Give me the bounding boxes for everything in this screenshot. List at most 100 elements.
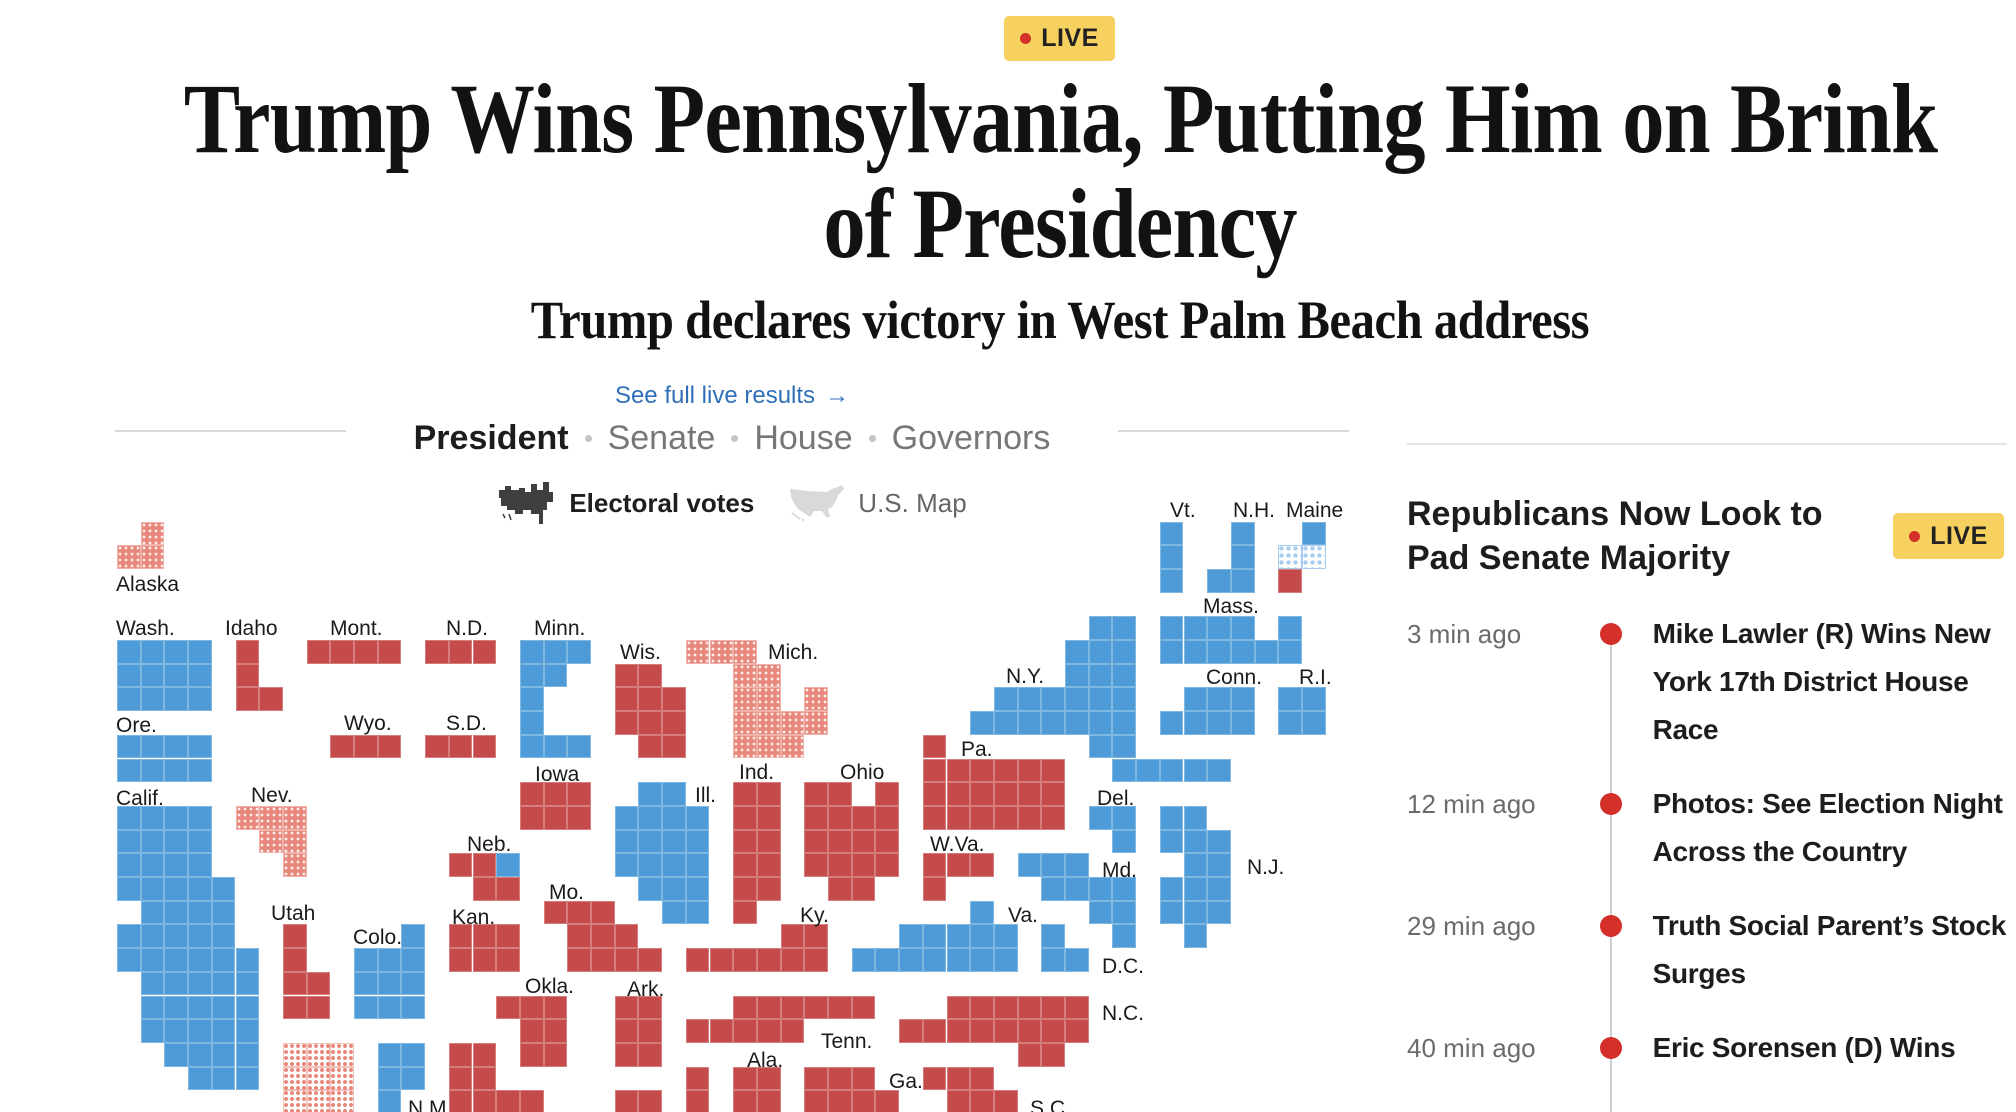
electoral-vote-tile[interactable] <box>282 1090 307 1112</box>
electoral-vote-tile[interactable] <box>946 805 971 830</box>
electoral-vote-tile[interactable] <box>140 853 165 877</box>
electoral-vote-tile[interactable] <box>567 805 591 830</box>
electoral-vote-tile[interactable] <box>685 1066 710 1091</box>
electoral-vote-tile[interactable] <box>970 900 994 925</box>
electoral-vote-tile[interactable] <box>140 521 165 546</box>
electoral-vote-tile[interactable] <box>140 900 165 925</box>
electoral-vote-tile[interactable] <box>875 829 900 854</box>
electoral-vote-tile[interactable] <box>472 1066 497 1091</box>
electoral-vote-tile[interactable] <box>448 853 473 877</box>
electoral-vote-tile[interactable] <box>330 1066 354 1091</box>
electoral-vote-tile[interactable] <box>1112 924 1137 949</box>
electoral-vote-tile[interactable] <box>828 1066 852 1091</box>
electoral-vote-tile[interactable] <box>1041 687 1065 712</box>
electoral-vote-tile[interactable] <box>282 995 307 1020</box>
electoral-vote-tile[interactable] <box>140 829 165 854</box>
electoral-vote-tile[interactable] <box>401 948 426 972</box>
electoral-vote-tile[interactable] <box>472 877 497 901</box>
electoral-vote-tile[interactable] <box>354 995 378 1020</box>
electoral-vote-tile[interactable] <box>733 663 757 688</box>
electoral-vote-tile[interactable] <box>330 640 354 664</box>
electoral-vote-tile[interactable] <box>1017 1019 1042 1043</box>
electoral-vote-tile[interactable] <box>472 1042 497 1067</box>
electoral-vote-tile[interactable] <box>970 805 994 830</box>
electoral-vote-tile[interactable] <box>804 805 828 830</box>
electoral-vote-tile[interactable] <box>1112 900 1137 925</box>
electoral-vote-tile[interactable] <box>638 711 663 735</box>
electoral-vote-tile[interactable] <box>1112 758 1137 783</box>
electoral-vote-tile[interactable] <box>164 758 189 783</box>
electoral-vote-tile[interactable] <box>780 734 805 759</box>
electoral-vote-tile[interactable] <box>638 948 663 972</box>
electoral-vote-tile[interactable] <box>543 900 568 925</box>
electoral-vote-tile[interactable] <box>188 640 212 664</box>
electoral-vote-tile[interactable] <box>614 711 639 735</box>
electoral-vote-tile[interactable] <box>1207 853 1231 877</box>
electoral-vote-tile[interactable] <box>1278 616 1302 640</box>
electoral-vote-tile[interactable] <box>164 663 189 688</box>
electoral-vote-tile[interactable] <box>993 805 1018 830</box>
electoral-vote-tile[interactable] <box>448 640 473 664</box>
electoral-vote-tile[interactable] <box>733 1090 757 1112</box>
electoral-vote-tile[interactable] <box>946 1019 971 1043</box>
electoral-vote-tile[interactable] <box>377 1090 402 1112</box>
electoral-vote-tile[interactable] <box>543 782 568 806</box>
electoral-vote-tile[interactable] <box>946 995 971 1020</box>
electoral-vote-tile[interactable] <box>922 805 947 830</box>
electoral-vote-tile[interactable] <box>1278 545 1302 569</box>
electoral-vote-tile[interactable] <box>330 734 354 759</box>
electoral-vote-tile[interactable] <box>875 805 900 830</box>
electoral-vote-tile[interactable] <box>1183 805 1208 830</box>
electoral-vote-tile[interactable] <box>164 640 189 664</box>
electoral-vote-tile[interactable] <box>1088 734 1113 759</box>
electoral-vote-tile[interactable] <box>851 805 876 830</box>
electoral-vote-tile[interactable] <box>282 924 307 949</box>
electoral-vote-tile[interactable] <box>1207 616 1231 640</box>
electoral-vote-tile[interactable] <box>922 758 947 783</box>
electoral-vote-tile[interactable] <box>614 948 639 972</box>
electoral-vote-tile[interactable] <box>851 948 876 972</box>
electoral-vote-tile[interactable] <box>662 853 686 877</box>
electoral-vote-tile[interactable] <box>235 805 260 830</box>
electoral-vote-tile[interactable] <box>1112 829 1137 854</box>
electoral-vote-tile[interactable] <box>875 782 900 806</box>
electoral-vote-tile[interactable] <box>591 948 615 972</box>
electoral-vote-tile[interactable] <box>733 711 757 735</box>
electoral-vote-tile[interactable] <box>1159 805 1184 830</box>
electoral-vote-tile[interactable] <box>306 1042 331 1067</box>
electoral-vote-tile[interactable] <box>188 1019 212 1043</box>
electoral-vote-tile[interactable] <box>140 734 165 759</box>
electoral-vote-tile[interactable] <box>804 829 828 854</box>
electoral-vote-tile[interactable] <box>733 900 757 925</box>
electoral-vote-tile[interactable] <box>662 877 686 901</box>
electoral-vote-tile[interactable] <box>188 877 212 901</box>
electoral-vote-tile[interactable] <box>1088 663 1113 688</box>
electoral-vote-tile[interactable] <box>519 782 544 806</box>
electoral-vote-tile[interactable] <box>1183 924 1208 949</box>
electoral-vote-tile[interactable] <box>685 1090 710 1112</box>
electoral-vote-tile[interactable] <box>188 971 212 996</box>
electoral-vote-tile[interactable] <box>851 853 876 877</box>
electoral-vote-tile[interactable] <box>1112 734 1137 759</box>
electoral-vote-tile[interactable] <box>140 971 165 996</box>
electoral-vote-tile[interactable] <box>519 640 544 664</box>
electoral-vote-tile[interactable] <box>567 948 591 972</box>
electoral-vote-tile[interactable] <box>1065 711 1089 735</box>
electoral-vote-tile[interactable] <box>875 948 900 972</box>
electoral-vote-tile[interactable] <box>614 1042 639 1067</box>
view-us-map[interactable]: U.S. Map <box>788 483 967 523</box>
electoral-vote-tile[interactable] <box>1112 805 1137 830</box>
electoral-vote-tile[interactable] <box>733 687 757 712</box>
electoral-vote-tile[interactable] <box>211 1066 236 1091</box>
electoral-vote-tile[interactable] <box>1041 995 1065 1020</box>
electoral-vote-tile[interactable] <box>756 1066 781 1091</box>
electoral-vote-tile[interactable] <box>117 948 141 972</box>
electoral-vote-tile[interactable] <box>1112 640 1137 664</box>
electoral-vote-tile[interactable] <box>519 805 544 830</box>
electoral-vote-tile[interactable] <box>733 829 757 854</box>
electoral-vote-tile[interactable] <box>140 995 165 1020</box>
tab-house[interactable]: House <box>754 418 853 457</box>
electoral-vote-tile[interactable] <box>164 734 189 759</box>
electoral-vote-tile[interactable] <box>970 1090 994 1112</box>
electoral-vote-tile[interactable] <box>756 829 781 854</box>
